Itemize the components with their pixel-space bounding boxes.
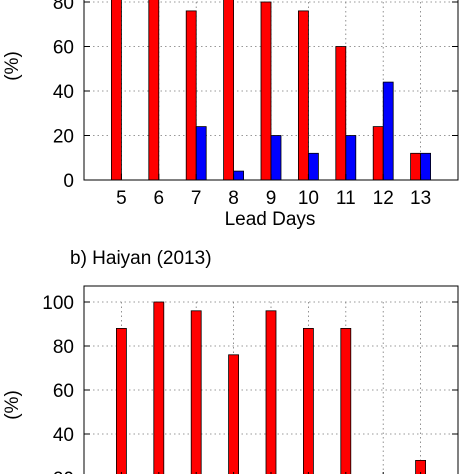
x-tick-label: 11	[336, 188, 356, 209]
bar	[382, 81, 394, 181]
x-tick-label: 12	[373, 188, 394, 209]
panel-b-y-label: (%)	[2, 390, 23, 420]
y-tick-label: 60	[53, 38, 74, 59]
panel-a: 0 20 40 60 80 5 6 7 8 9 10 11 12 13 (%) Lead Days	[2, 0, 459, 230]
bar	[148, 0, 160, 181]
bar	[190, 310, 202, 474]
y-tick-label: 100	[42, 293, 74, 314]
bar	[307, 152, 319, 181]
bar	[270, 135, 282, 181]
x-tick-label: 13	[410, 188, 431, 209]
bar	[345, 135, 357, 181]
bar	[260, 1, 272, 181]
bar	[185, 10, 197, 181]
bar	[335, 46, 347, 181]
panel-a-x-ticks: 5 6 7 8 9 10 11 12 13	[116, 188, 431, 209]
bar	[302, 327, 314, 474]
panel-a-bars	[111, 0, 432, 181]
bar	[233, 170, 245, 181]
bar	[410, 152, 422, 181]
y-tick-label: 40	[53, 82, 74, 103]
bar	[195, 126, 207, 181]
x-tick-label: 9	[266, 188, 277, 209]
bar	[265, 310, 277, 474]
panel-a-x-label: Lead Days	[225, 209, 316, 230]
y-tick-label: 20	[53, 127, 74, 148]
bar	[111, 0, 122, 181]
x-tick-label: 6	[154, 188, 165, 209]
panel-a-y-ticks: 0 20 40 60 80	[53, 0, 458, 192]
x-tick-label: 7	[191, 188, 202, 209]
bar	[116, 327, 127, 474]
x-tick-label: 8	[228, 188, 239, 209]
bar	[415, 459, 427, 474]
bar	[153, 301, 165, 474]
bar	[372, 126, 384, 181]
y-tick-label: 80	[53, 0, 74, 14]
panel-b-frame	[83, 285, 459, 474]
panel-b-bars	[116, 301, 427, 474]
y-tick-label: 40	[53, 425, 74, 446]
x-tick-label: 10	[298, 188, 319, 209]
bar	[340, 327, 352, 474]
panel-b-title: b) Haiyan (2013)	[70, 248, 212, 269]
bar	[297, 10, 309, 181]
x-tick-label: 5	[116, 188, 127, 209]
bar	[228, 354, 240, 474]
panel-b: b) Haiyan (2013) 20 40 60 80 100 (%)	[2, 248, 459, 474]
panel-b-y-ticks: 20 40 60 80 100	[42, 293, 458, 474]
bar	[420, 152, 432, 181]
y-tick-label: 20	[53, 469, 74, 474]
y-tick-label: 60	[53, 381, 74, 402]
bar	[223, 0, 235, 181]
panel-a-y-label: (%)	[2, 51, 23, 81]
y-tick-label: 80	[53, 337, 74, 358]
y-tick-label: 0	[63, 171, 74, 192]
